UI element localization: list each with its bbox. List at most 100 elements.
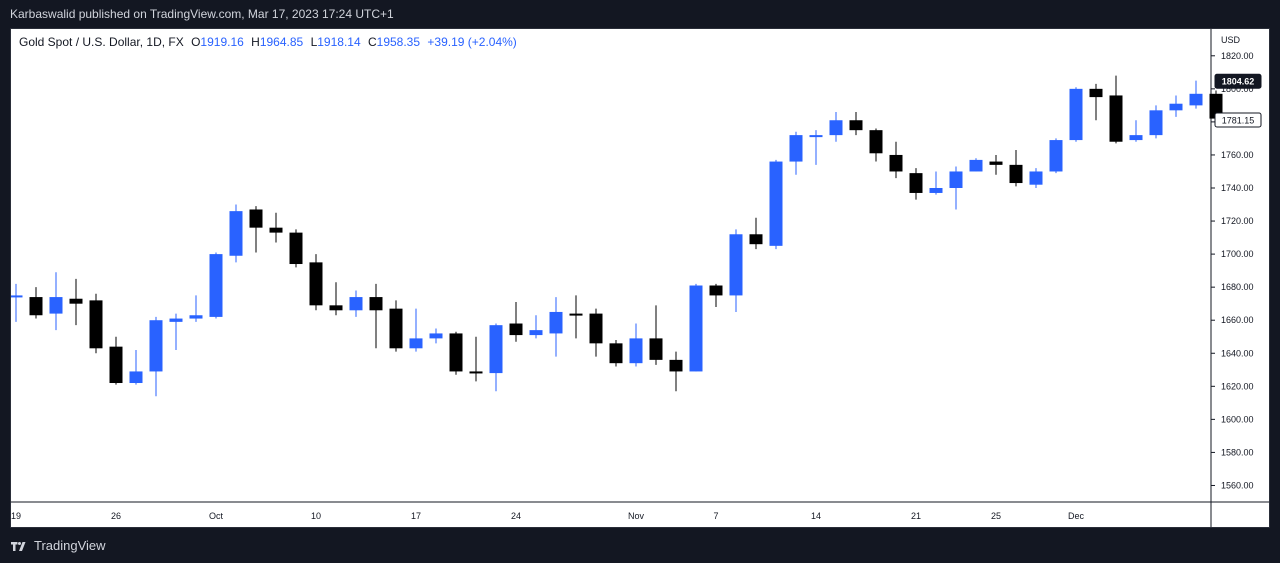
candle-body bbox=[769, 161, 783, 246]
candle[interactable] bbox=[869, 128, 883, 162]
candle-body bbox=[1009, 164, 1023, 184]
candle[interactable] bbox=[1009, 149, 1023, 187]
high-label: H bbox=[251, 35, 260, 49]
candle-body bbox=[169, 318, 183, 322]
candle[interactable] bbox=[69, 278, 83, 326]
candle[interactable] bbox=[969, 158, 983, 172]
candle[interactable] bbox=[649, 305, 663, 365]
price-tag-label: 1781.15 bbox=[1222, 115, 1255, 125]
candle-body bbox=[469, 371, 483, 374]
candle[interactable] bbox=[829, 111, 843, 142]
candle[interactable] bbox=[609, 340, 623, 367]
candle[interactable] bbox=[1089, 83, 1103, 121]
candle[interactable] bbox=[29, 287, 43, 319]
candle-body bbox=[629, 338, 643, 364]
candle[interactable] bbox=[569, 295, 583, 339]
reference-price-tag: 1781.15 bbox=[1214, 112, 1262, 128]
candle[interactable] bbox=[129, 349, 143, 385]
candle[interactable] bbox=[1069, 87, 1083, 142]
x-tick-label: 25 bbox=[991, 511, 1001, 521]
candle-body bbox=[89, 300, 103, 349]
candle[interactable] bbox=[249, 206, 263, 253]
candle-body bbox=[309, 262, 323, 306]
candle-body bbox=[429, 333, 443, 339]
y-tick-label: 1740.00 bbox=[1221, 183, 1254, 193]
candle[interactable] bbox=[1189, 80, 1203, 109]
candle-body bbox=[809, 135, 823, 138]
candle[interactable] bbox=[689, 283, 703, 372]
candle-body bbox=[1209, 93, 1223, 119]
close-label: C bbox=[367, 35, 377, 49]
y-tick-label: 1700.00 bbox=[1221, 249, 1254, 259]
candle[interactable] bbox=[529, 315, 543, 339]
candle[interactable] bbox=[669, 351, 683, 392]
candle[interactable] bbox=[49, 272, 63, 331]
candle[interactable] bbox=[329, 282, 343, 316]
y-tick-label: 1560.00 bbox=[1221, 480, 1254, 490]
candle-body bbox=[269, 227, 283, 233]
candle-body bbox=[889, 154, 903, 172]
candle[interactable] bbox=[369, 283, 383, 349]
candle[interactable] bbox=[189, 295, 203, 322]
candle-body bbox=[389, 308, 403, 349]
candle[interactable] bbox=[489, 323, 503, 392]
candle[interactable] bbox=[789, 131, 803, 175]
candle[interactable] bbox=[229, 204, 243, 263]
candle[interactable] bbox=[449, 331, 463, 375]
candle-body bbox=[869, 130, 883, 154]
candle[interactable] bbox=[109, 336, 123, 385]
candle-body bbox=[829, 120, 843, 136]
candle[interactable] bbox=[89, 293, 103, 354]
candle-body bbox=[369, 297, 383, 311]
candle[interactable] bbox=[929, 171, 943, 195]
candle[interactable] bbox=[469, 336, 483, 382]
candle[interactable] bbox=[1149, 105, 1163, 139]
candle[interactable] bbox=[629, 323, 643, 367]
candle[interactable] bbox=[769, 159, 783, 250]
candle-body bbox=[129, 371, 143, 384]
candle[interactable] bbox=[289, 229, 303, 268]
y-tick-label: 1640.00 bbox=[1221, 348, 1254, 358]
candle[interactable] bbox=[849, 111, 863, 136]
candle[interactable] bbox=[269, 212, 283, 243]
candle-body bbox=[489, 325, 503, 374]
candle[interactable] bbox=[889, 141, 903, 179]
candle[interactable] bbox=[949, 166, 963, 210]
currency-label: USD bbox=[1221, 35, 1241, 45]
candle[interactable] bbox=[349, 290, 363, 317]
candle[interactable] bbox=[209, 252, 223, 319]
candle[interactable] bbox=[149, 316, 163, 397]
candle-body bbox=[509, 323, 523, 336]
candle[interactable] bbox=[169, 313, 183, 350]
candle-body bbox=[569, 313, 583, 316]
candle[interactable] bbox=[809, 130, 823, 165]
candle-body bbox=[209, 254, 223, 317]
candle[interactable] bbox=[989, 154, 1003, 175]
candle[interactable] bbox=[589, 308, 603, 357]
x-tick-label: 21 bbox=[911, 511, 921, 521]
y-tick-label: 1660.00 bbox=[1221, 315, 1254, 325]
candle[interactable] bbox=[1129, 120, 1143, 142]
candle[interactable] bbox=[549, 297, 563, 357]
candle[interactable] bbox=[729, 229, 743, 312]
candle[interactable] bbox=[11, 283, 23, 322]
candlestick-chart[interactable]: USD 1560.00 1580.00 1600.00 1620.00 1640.00 16… bbox=[11, 29, 1269, 527]
candle-body bbox=[729, 234, 743, 296]
candle[interactable] bbox=[909, 168, 923, 200]
candle[interactable] bbox=[1169, 95, 1183, 117]
candle[interactable] bbox=[1029, 168, 1043, 188]
candle[interactable] bbox=[389, 300, 403, 352]
chart-frame: USD 1560.00 1580.00 1600.00 1620.00 1640.00 16… bbox=[10, 28, 1270, 528]
candle-body bbox=[1049, 140, 1063, 172]
candle[interactable] bbox=[1049, 138, 1063, 174]
symbol-label[interactable]: Gold Spot / U.S. Dollar, 1D, FX bbox=[19, 35, 184, 49]
brand-name[interactable]: TradingView bbox=[34, 538, 106, 553]
candle[interactable] bbox=[749, 217, 763, 250]
candle[interactable] bbox=[1109, 75, 1123, 144]
candle[interactable] bbox=[309, 254, 323, 311]
candle[interactable] bbox=[509, 302, 523, 342]
candle[interactable] bbox=[429, 328, 443, 344]
candle-body bbox=[909, 173, 923, 193]
candle[interactable] bbox=[709, 283, 723, 307]
candle[interactable] bbox=[409, 308, 423, 352]
